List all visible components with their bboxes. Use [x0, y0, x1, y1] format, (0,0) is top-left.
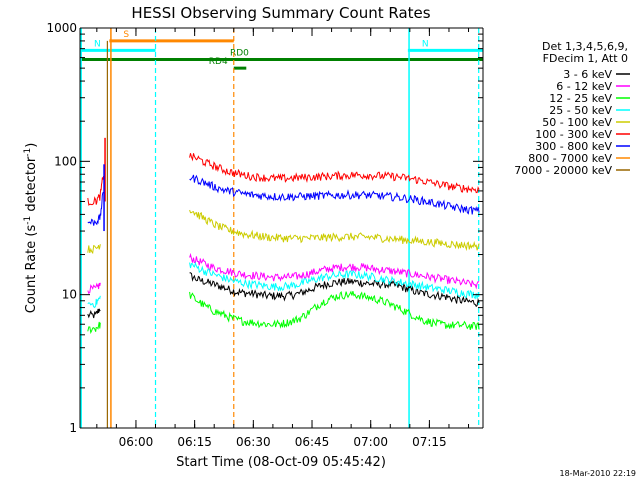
y-axis-label-end: )	[24, 143, 39, 148]
y-axis-label-main: Count Rate (s	[24, 225, 39, 314]
y-tick-label-3: 1000	[46, 21, 77, 35]
vertical-markers	[80, 28, 480, 428]
series-line-2	[87, 290, 480, 335]
legend-header-1: FDecim 1, Att 0	[543, 52, 628, 65]
plot-frame	[79, 27, 484, 429]
legend-label-6: 300 - 800 keV	[535, 140, 612, 153]
flag-label-1: N	[94, 39, 101, 49]
x-tick-label-0: 06:00	[119, 435, 154, 449]
x-tick-label-5: 07:15	[412, 435, 447, 449]
chart-title: HESSI Observing Summary Count Rates	[131, 4, 430, 22]
x-axis-label: Start Time (08-Oct-09 05:45:42)	[176, 455, 386, 470]
flag-label-2: N	[422, 39, 429, 49]
flag-label-3: RD0	[230, 49, 249, 59]
y-tick-label-0: 1	[69, 421, 77, 435]
legend-label-2: 12 - 25 keV	[549, 92, 612, 105]
y-axis-label-sup2: -1	[23, 148, 33, 157]
x-tick-label-3: 06:45	[295, 435, 330, 449]
flag-label-0: S	[123, 30, 129, 40]
axis-ticks: 06:00 06:15 06:30 06:45 07:00 07:15 1 10 100 1000	[46, 21, 483, 449]
y-axis-label-sup1: -1	[23, 216, 33, 225]
footer-timestamp: 18-Mar-2010 22:19	[560, 469, 637, 478]
series-lines	[87, 40, 480, 428]
legend-label-8: 7000 - 20000 keV	[514, 164, 612, 177]
legend-label-7: 800 - 7000 keV	[528, 152, 612, 165]
x-tick-label-2: 06:30	[236, 435, 271, 449]
legend-label-5: 100 - 300 keV	[535, 128, 612, 141]
legend-header-0: Det 1,3,4,5,6,9,	[542, 40, 628, 53]
legend-label-3: 25 - 50 keV	[549, 104, 612, 117]
legend-label-4: 50 - 100 keV	[542, 116, 612, 129]
series-line-5	[87, 153, 480, 206]
flag-label-4: RD4	[209, 57, 228, 67]
x-tick-label-4: 07:00	[353, 435, 388, 449]
series-line-3	[87, 261, 480, 309]
series-line-0	[87, 272, 480, 319]
series-line-1	[87, 252, 480, 295]
y-axis-label-mid: detector	[24, 156, 39, 216]
legend-label-0: 3 - 6 keV	[563, 68, 612, 81]
x-tick-label-1: 06:15	[177, 435, 212, 449]
y-tick-label-2: 100	[54, 154, 77, 168]
series-line-4	[87, 209, 480, 255]
y-axis-label: Count Rate (s-1 detector-1)	[23, 143, 39, 314]
series-line-6	[87, 174, 480, 226]
legend-label-1: 6 - 12 keV	[556, 80, 612, 93]
legend: Det 1,3,4,5,6,9,FDecim 1, Att 0 3 - 6 keV…	[514, 40, 630, 177]
y-tick-label-1: 10	[62, 288, 77, 302]
